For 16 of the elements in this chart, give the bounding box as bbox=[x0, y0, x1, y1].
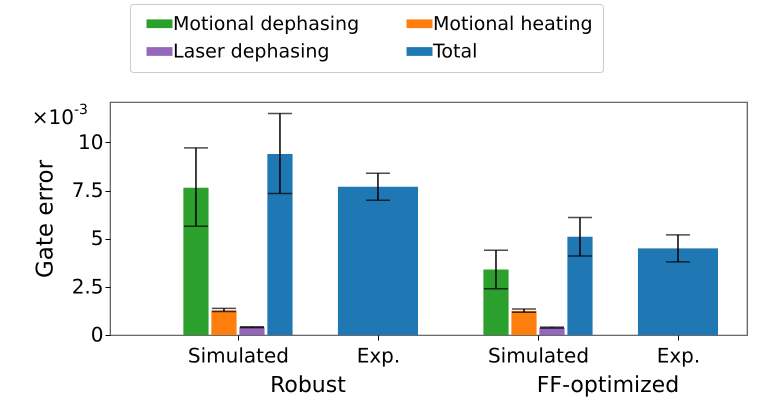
y-tick-label: 10 bbox=[78, 130, 104, 154]
x-tick-label: Simulated bbox=[488, 344, 590, 368]
y-tick-label: 2.5 bbox=[72, 274, 104, 298]
x-tick-label: Simulated bbox=[188, 344, 289, 368]
legend-label: Motional heating bbox=[433, 12, 593, 35]
text: Robust bbox=[270, 373, 346, 398]
y-tick-label: 0 bbox=[90, 322, 104, 346]
x-tick-label: Exp. bbox=[656, 344, 700, 368]
y-tick-label: 7.5 bbox=[72, 178, 104, 202]
x-tick-label: Exp. bbox=[356, 344, 400, 368]
legend-label: Laser dephasing bbox=[173, 40, 330, 62]
legend-label: Total bbox=[432, 40, 478, 62]
y-tick-label: 5 bbox=[90, 226, 104, 250]
legend-label: Motional dephasing bbox=[173, 12, 360, 35]
text: FF-optimized bbox=[536, 373, 680, 398]
y-axis-title: Gate error bbox=[32, 159, 59, 278]
